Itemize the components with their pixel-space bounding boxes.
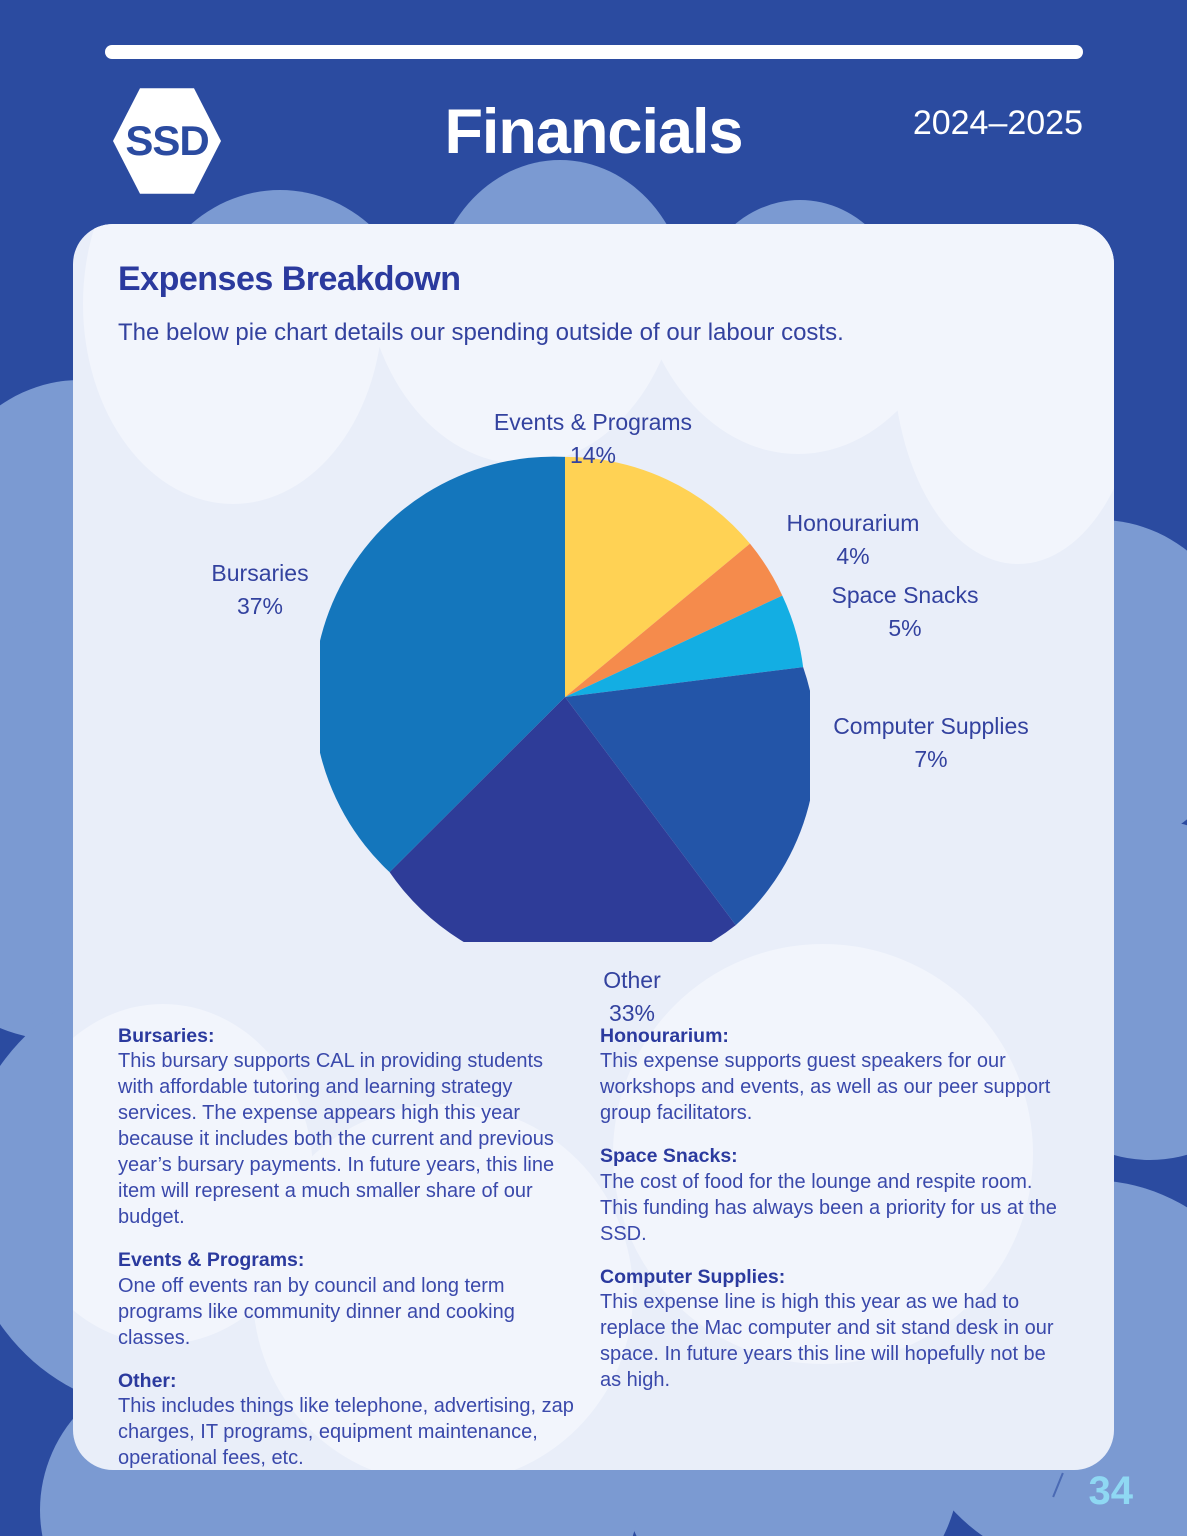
description-block: Bursaries: This bursary supports CAL in … [118,1024,583,1230]
content-card: Expenses Breakdown The below pie chart d… [73,224,1114,1470]
description-term: Events & Programs: [118,1249,305,1272]
description-term: Bursaries: [118,1025,215,1047]
description-body: The cost of food for the lounge and resp… [600,1170,1057,1245]
pie-label-space-snacks: Space Snacks 5% [745,579,1065,644]
pie-label-honourarium: Honourarium 4% [693,507,1013,572]
description-body: One off events ran by council and long t… [118,1274,515,1349]
cloud-shape [253,1104,633,1470]
pie-chart: Events & Programs 14% Honourarium 4% Spa… [73,224,1114,1265]
pie-label-value: 4% [836,542,870,569]
ssd-logo-text: SSD [125,117,209,164]
pie-label-name: Computer Supplies [833,713,1029,739]
pie-label-value: 7% [914,745,948,772]
pie-label-value: 33% [608,999,656,1026]
description-term: Computer Supplies: [600,1265,786,1288]
pie-slice-other [389,697,736,942]
pie-label-events-programs: Events & Programs 14% [433,406,753,471]
description-block: Honourarium: This expense supports guest… [600,1024,1065,1126]
top-divider-bar [105,45,1083,59]
page-title: Financials [444,97,743,167]
section-heading: Expenses Breakdown [118,260,461,298]
description-block: Space Snacks: The cost of food for the l… [600,1144,1065,1246]
description-term: Other: [118,1369,177,1392]
description-term: Space Snacks: [600,1145,738,1168]
pie-label-bursaries: Bursaries 37% [120,557,400,622]
pie-label-name: Honourarium [786,510,920,536]
pie-label-other: Other 33% [472,964,792,1029]
section-subheading: The below pie chart details our spending… [118,319,844,346]
pie-label-name: Events & Programs [493,409,693,435]
description-body: This expense supports guest speakers for… [600,1050,1051,1125]
cloud-shape [613,944,1033,1364]
pie-label-name: Space Snacks [831,582,979,608]
pie-label-value: 5% [888,614,922,641]
descriptions-right-column: Honourarium: This expense supports guest… [600,1024,1065,1411]
pie-label-computer-supplies: Computer Supplies 7% [771,710,1091,775]
card-cloud-decoration [73,224,1114,1470]
description-body: This includes things like telephone, adv… [118,1395,574,1470]
ssd-logo: SSD [113,88,221,194]
pie-slice-bursaries [320,456,565,873]
descriptions-left-column: Bursaries: This bursary supports CAL in … [118,1024,583,1470]
description-term: Honourarium: [600,1025,729,1047]
description-block: Computer Supplies: This expense line is … [600,1265,1065,1393]
pie-label-name: Bursaries [211,560,309,586]
pie-label-value: 14% [569,441,617,468]
pie-slice-computer-supplies [565,667,810,926]
pie-label-value: 37% [236,592,284,619]
pie-slice-space-snacks [565,595,804,697]
pie-chart-svg [320,456,810,942]
description-block: Other: This includes things like telepho… [118,1369,583,1470]
description-body: This bursary supports CAL in providing s… [118,1050,555,1229]
description-body: This expense line is high this year as w… [600,1291,1054,1392]
page-number: 34 [1088,1469,1134,1513]
report-year: 2024–2025 [912,104,1083,142]
pie-slice-honourarium [565,543,783,697]
pie-label-name: Other [603,967,661,993]
pie-slice-events-programs [565,456,750,697]
description-block: Events & Programs: One off events ran by… [118,1248,583,1350]
cloud-shape [73,1004,313,1344]
